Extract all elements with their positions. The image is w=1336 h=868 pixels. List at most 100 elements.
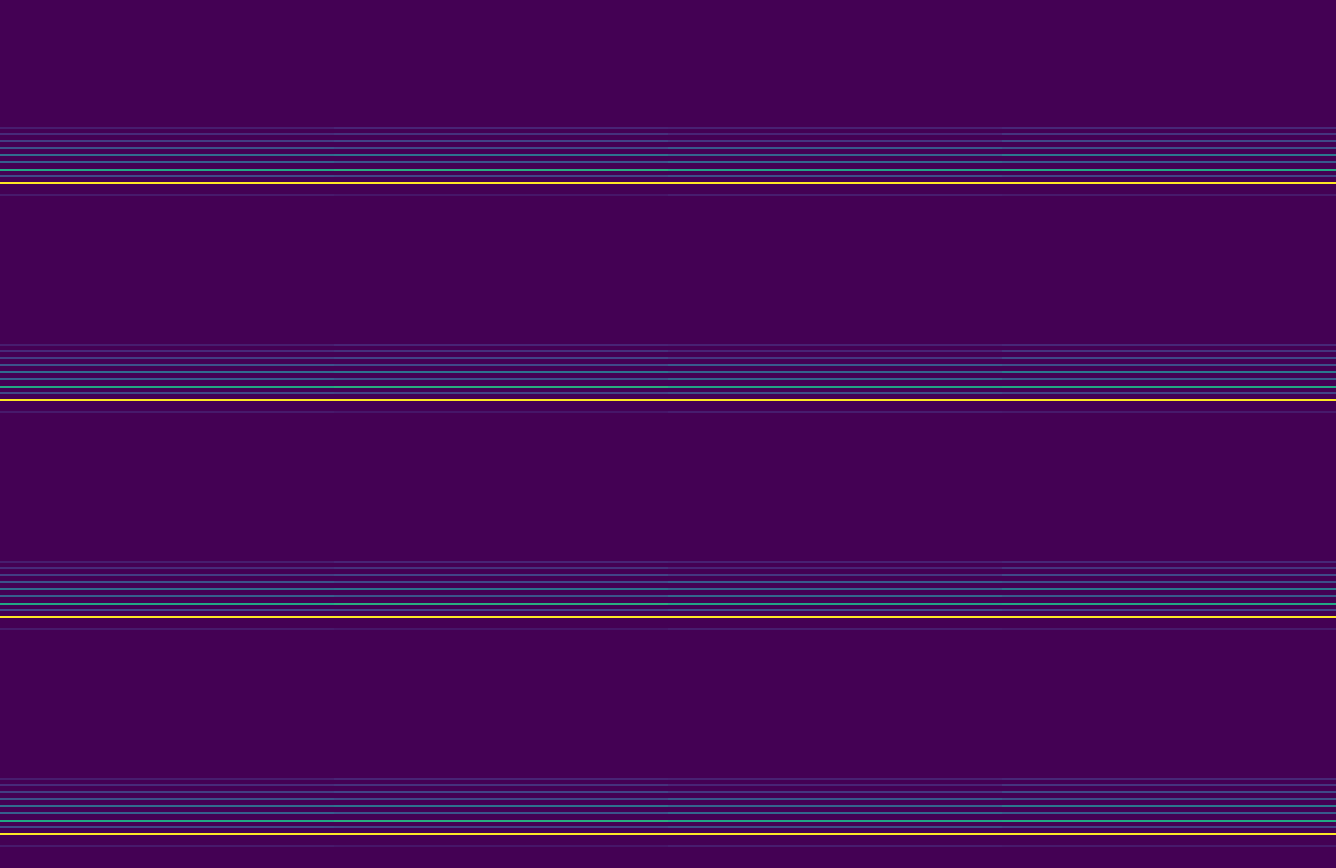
heatmap-cell (668, 182, 1003, 184)
heatmap-cell (0, 127, 335, 129)
heatmap-cell (0, 399, 335, 401)
heatmap-cell (668, 169, 1003, 171)
heatmap-cell (334, 147, 669, 149)
heatmap-cell (1002, 609, 1336, 611)
heatmap-cell (668, 805, 1003, 807)
heatmap-cell (1002, 364, 1336, 366)
heatmap-cell (334, 826, 669, 828)
heatmap-cell (668, 392, 1003, 394)
heatmap-cell (1002, 812, 1336, 814)
heatmap-cell (1002, 399, 1336, 401)
heatmap-cell (1002, 140, 1336, 142)
heatmap-cell (1002, 411, 1336, 413)
heatmap-cell (1002, 567, 1336, 569)
heatmap-cell (334, 820, 669, 822)
heatmap-cell (1002, 805, 1336, 807)
heatmap-cell (0, 147, 335, 149)
heatmap-cell (1002, 392, 1336, 394)
heatmap-cell (1002, 820, 1336, 822)
heatmap-cell (1002, 378, 1336, 380)
heatmap-cell (334, 778, 669, 780)
heatmap-cell (668, 616, 1003, 618)
heatmap-cell (0, 378, 335, 380)
heatmap-cell (1002, 127, 1336, 129)
heatmap-cell (334, 127, 669, 129)
heatmap-cell (668, 175, 1003, 177)
heatmap-cell (1002, 154, 1336, 156)
heatmap-cell (334, 628, 669, 630)
heatmap-cell (0, 154, 335, 156)
heatmap-cell (668, 357, 1003, 359)
heatmap-cell (1002, 386, 1336, 388)
heatmap-cell (1002, 561, 1336, 563)
heatmap-cell (1002, 194, 1336, 196)
heatmap-cell (334, 161, 669, 163)
heatmap-cell (668, 399, 1003, 401)
heatmap-cell (668, 378, 1003, 380)
heatmap-cell (334, 411, 669, 413)
heatmap-cell (0, 364, 335, 366)
heatmap-cell (334, 154, 669, 156)
heatmap-cell (0, 603, 335, 605)
heatmap-cell (668, 603, 1003, 605)
heatmap-cell (0, 574, 335, 576)
heatmap-cell (1002, 628, 1336, 630)
heatmap-cell (334, 833, 669, 835)
heatmap-cell (668, 561, 1003, 563)
heatmap-cell (668, 784, 1003, 786)
heatmap-cell (668, 567, 1003, 569)
plot-background (0, 0, 1336, 868)
heatmap-cell (0, 778, 335, 780)
heatmap-cell (334, 350, 669, 352)
heatmap-cell (0, 175, 335, 177)
heatmap-cell (0, 392, 335, 394)
heatmap-cell (668, 609, 1003, 611)
heatmap-cell (334, 798, 669, 800)
heatmap-cell (668, 147, 1003, 149)
heatmap-cell (0, 567, 335, 569)
heatmap-cell (1002, 350, 1336, 352)
heatmap-cell (668, 127, 1003, 129)
heatmap-cell (1002, 833, 1336, 835)
heatmap-cell (0, 357, 335, 359)
heatmap-cell (334, 595, 669, 597)
heatmap-cell (668, 344, 1003, 346)
heatmap-cell (0, 798, 335, 800)
heatmap-cell (1002, 588, 1336, 590)
heatmap-cell (334, 169, 669, 171)
heatmap-cell (334, 574, 669, 576)
heatmap-cell (0, 133, 335, 135)
heatmap-cell (1002, 371, 1336, 373)
heatmap-cell (334, 364, 669, 366)
heatmap-cell (668, 371, 1003, 373)
heatmap-cell (0, 386, 335, 388)
heatmap-cell (668, 826, 1003, 828)
heatmap-cell (334, 140, 669, 142)
heatmap-cell (1002, 182, 1336, 184)
heatmap-chart (0, 0, 1336, 868)
heatmap-cell (0, 350, 335, 352)
heatmap-cell (668, 778, 1003, 780)
heatmap-cell (334, 182, 669, 184)
heatmap-cell (0, 845, 335, 847)
heatmap-cell (1002, 798, 1336, 800)
heatmap-cell (334, 392, 669, 394)
heatmap-cell (668, 628, 1003, 630)
heatmap-cell (668, 798, 1003, 800)
heatmap-cell (334, 133, 669, 135)
heatmap-cell (334, 812, 669, 814)
heatmap-cell (0, 371, 335, 373)
heatmap-cell (0, 194, 335, 196)
heatmap-cell (1002, 603, 1336, 605)
heatmap-cell (334, 344, 669, 346)
heatmap-cell (1002, 169, 1336, 171)
heatmap-cell (0, 826, 335, 828)
heatmap-cell (0, 820, 335, 822)
heatmap-cell (1002, 778, 1336, 780)
heatmap-cell (668, 791, 1003, 793)
heatmap-cell (0, 161, 335, 163)
heatmap-cell (0, 182, 335, 184)
heatmap-cell (0, 169, 335, 171)
heatmap-cell (1002, 616, 1336, 618)
heatmap-cell (1002, 826, 1336, 828)
